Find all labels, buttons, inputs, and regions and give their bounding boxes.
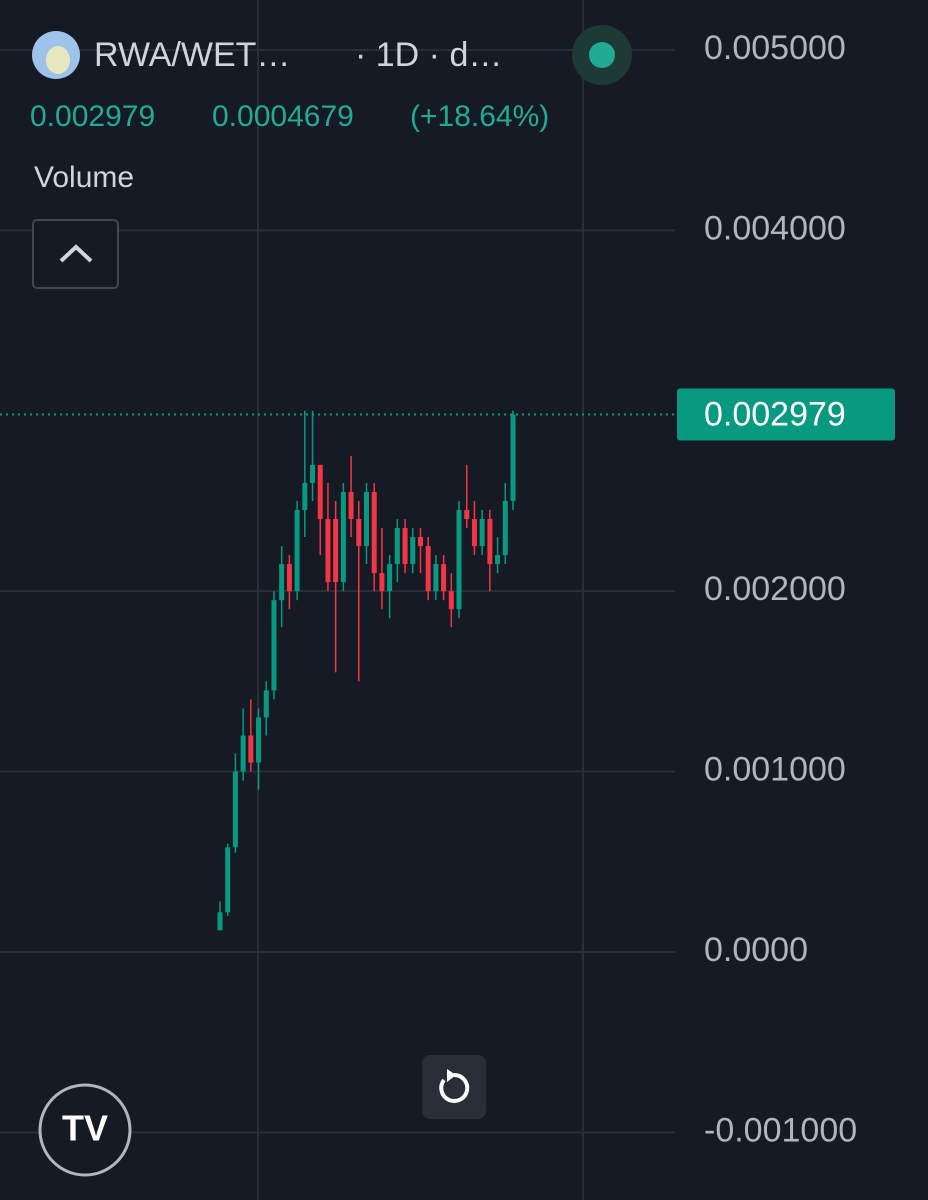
reset-icon [439, 1072, 470, 1103]
candle-body [271, 600, 277, 691]
logo-mark: TV [62, 1108, 108, 1149]
y-tick-label: 0.001000 [704, 751, 846, 789]
candle-body [495, 555, 501, 565]
candle-body [356, 519, 362, 547]
candle-body [294, 509, 300, 592]
reset-arrow [447, 1069, 456, 1082]
candle-body [371, 491, 377, 574]
candle-body [387, 564, 393, 592]
candle-body [502, 500, 508, 556]
candle-body [510, 414, 516, 501]
collapse-button[interactable] [32, 219, 119, 289]
candle-body [402, 528, 408, 565]
change: 0.0004679 [212, 100, 354, 133]
candle-body [286, 564, 292, 592]
change-pct: (+18.64%) [410, 100, 549, 133]
y-tick-label: 0.004000 [704, 209, 846, 247]
symbol[interactable]: RWA/WET… [94, 36, 290, 74]
candle-body [279, 564, 285, 601]
candle-body [225, 847, 231, 913]
price-label: 0.002979 [704, 396, 846, 434]
status-dot [589, 42, 615, 68]
price-axis: 0.005000 0.004000 0.002000 0.001000 0.0000 -0… [677, 29, 895, 1149]
candle-body [317, 464, 323, 520]
candle-body [310, 464, 316, 483]
candle-body [456, 509, 462, 610]
y-tick-label: -0.001000 [704, 1111, 857, 1149]
chevron-icon [59, 244, 93, 263]
candle-body [433, 564, 439, 592]
candle-body [217, 912, 223, 931]
candle-body [325, 519, 331, 583]
candles [0, 410, 675, 931]
candle-body [248, 735, 254, 763]
candle-body [240, 735, 246, 772]
candle-body [364, 491, 369, 547]
candle-body [379, 573, 385, 592]
avatar-body [46, 46, 70, 74]
candle-body [302, 482, 308, 510]
y-tick-label: 0.002000 [704, 570, 846, 608]
y-tick-label: 0.0000 [704, 931, 808, 969]
logo[interactable] [38, 1083, 132, 1177]
reset-button[interactable] [422, 1055, 486, 1119]
candle-body [340, 491, 346, 583]
candle-body [448, 591, 454, 610]
candle-body [263, 690, 269, 718]
candle-body [394, 528, 400, 565]
candle-body [441, 564, 447, 592]
price-label-box [677, 388, 895, 441]
candle-body [471, 519, 477, 547]
last-price: 0.002979 [30, 100, 155, 133]
y-tick-label: 0.005000 [704, 29, 846, 67]
pane-label: Volume [34, 161, 134, 194]
candle-body [417, 537, 423, 547]
candle-body [333, 519, 339, 583]
candle-body [348, 491, 354, 520]
candle-body [479, 519, 485, 547]
candle-body [232, 771, 238, 848]
candle-body [464, 509, 470, 520]
candle-body [410, 537, 416, 565]
candle-body [487, 519, 493, 565]
candle-body [425, 546, 431, 592]
interval[interactable]: · 1D · d… [355, 36, 502, 74]
candle-body [256, 717, 262, 763]
